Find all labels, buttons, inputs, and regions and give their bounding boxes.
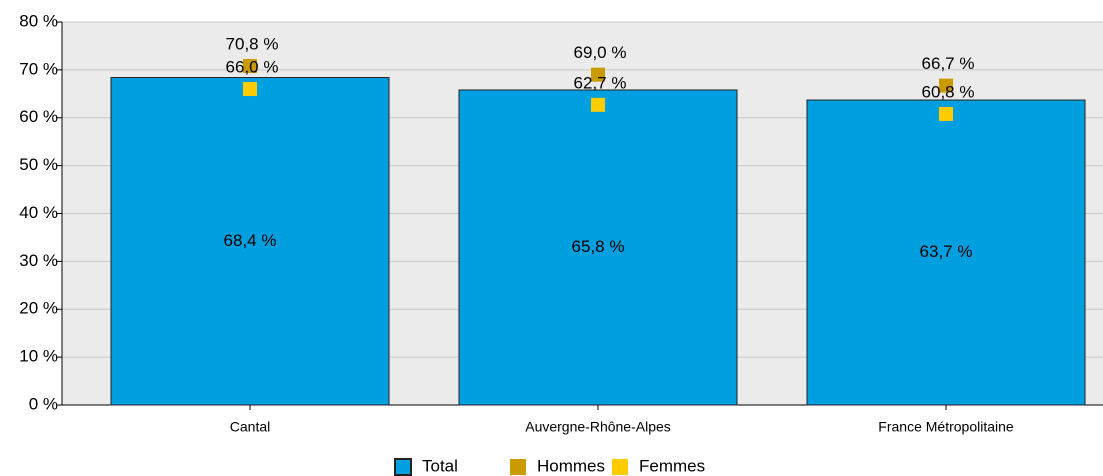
data-label: 65,8 % [572,237,625,256]
x-tick-label: France Métropolitaine [878,419,1014,435]
marker [939,78,953,93]
data-label: 62,7 % [574,73,627,92]
data-label: 66,0 % [226,58,279,77]
marker [939,106,953,121]
bar [458,89,738,406]
y-tick-label: 80 % [19,11,58,30]
legend-label: Total [422,456,458,475]
marker [591,97,605,112]
data-label: 70,8 % [226,35,279,54]
data-label: 60,8 % [922,82,975,101]
bar [806,99,1086,406]
y-tick-label: 40 % [19,203,58,222]
y-tick-label: 50 % [19,155,58,174]
y-tick-label: 10 % [19,347,58,366]
marker [243,82,257,97]
data-label: 69,0 % [574,43,627,62]
data-label: 66,7 % [922,54,975,73]
y-tick-label: 70 % [19,59,58,78]
x-tick-label: Cantal [230,419,270,435]
legend-label: Femmes [639,456,705,475]
y-tick-label: 0 % [29,394,58,413]
marker [591,67,605,82]
data-label: 63,7 % [920,242,973,261]
legend-swatch [510,459,526,475]
data-label: 68,4 % [224,231,277,250]
bar [110,77,390,406]
legend-swatch [394,458,412,476]
marker [243,59,257,74]
x-tick-label: Auvergne-Rhône-Alpes [525,419,671,435]
legend-label: Hommes [537,456,605,475]
y-tick-label: 20 % [19,299,58,318]
legend-swatch [612,459,628,475]
y-tick-label: 30 % [19,251,58,270]
y-tick-label: 60 % [19,107,58,126]
